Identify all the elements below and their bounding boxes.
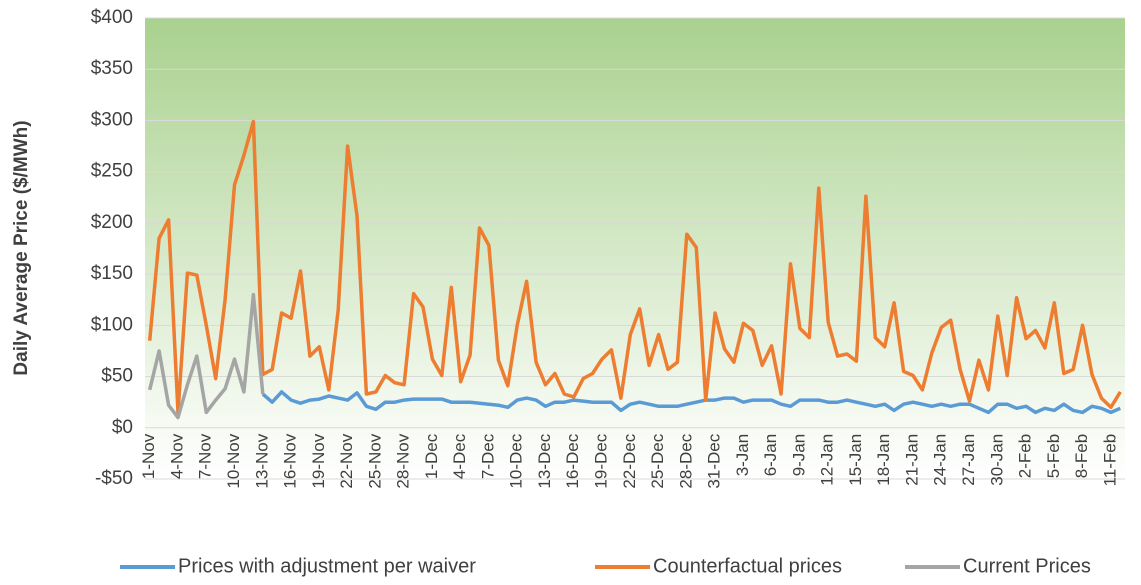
x-tick-label: 2-Feb [1016, 434, 1035, 478]
x-tick-label: 10-Nov [224, 433, 243, 488]
x-tick-label: 10-Dec [507, 433, 526, 488]
y-axis-title: Daily Average Price ($/MWh) [11, 120, 32, 375]
x-tick-label: 31-Dec [705, 433, 724, 488]
y-tick-label: $150 [91, 263, 133, 284]
x-tick-label: 1-Nov [139, 433, 158, 479]
y-tick-label: $0 [112, 417, 133, 438]
x-tick-label: 19-Dec [592, 433, 611, 488]
plot-area [145, 18, 1125, 479]
x-tick-label: 11-Feb [1100, 434, 1119, 487]
series-line [147, 119, 1122, 415]
series-line [261, 390, 1121, 415]
y-tick-label: $200 [91, 212, 133, 233]
x-tick-label: 16-Dec [563, 433, 582, 488]
x-tick-label: 8-Feb [1072, 434, 1091, 478]
x-tick-label: 28-Dec [676, 433, 695, 488]
x-tick-label: 13-Nov [252, 433, 271, 488]
x-tick-label: 5-Feb [1044, 434, 1063, 478]
y-tick-label: -$50 [95, 468, 133, 489]
x-tick-label: 19-Nov [309, 433, 328, 488]
x-tick-label: 3-Jan [733, 434, 752, 477]
y-tick-label: $250 [91, 161, 133, 182]
legend-label: Current Prices [963, 555, 1091, 577]
y-tick-label: $400 [91, 7, 133, 28]
x-tick-label: 18-Jan [874, 434, 893, 486]
x-tick-label: 4-Nov [167, 433, 186, 479]
x-tick-label: 25-Dec [648, 433, 667, 488]
y-tick-label: $100 [91, 314, 133, 335]
x-tick-label: 7-Dec [478, 433, 497, 479]
x-tick-label: 6-Jan [761, 434, 780, 477]
y-tick-label: $300 [91, 109, 133, 130]
x-tick-label: 13-Dec [535, 433, 554, 488]
x-tick-label: 30-Jan [987, 434, 1006, 486]
x-tick-label: 28-Nov [394, 433, 413, 488]
x-tick-label: 7-Nov [196, 433, 215, 479]
x-tick-label: 15-Jan [846, 434, 865, 486]
x-tick-label: 4-Dec [450, 433, 469, 479]
y-tick-label: $50 [101, 366, 133, 387]
series-line [147, 292, 265, 420]
x-tick-label: 22-Dec [620, 433, 639, 488]
x-tick-label: 9-Jan [789, 434, 808, 477]
x-tick-label: 12-Jan [818, 434, 837, 486]
x-tick-label: 1-Dec [422, 433, 441, 479]
y-tick-label: $350 [91, 58, 133, 79]
x-tick-label: 25-Nov [365, 433, 384, 488]
legend-label: Counterfactual prices [653, 555, 842, 577]
x-tick-label: 22-Nov [337, 433, 356, 488]
legend-label: Prices with adjustment per waiver [178, 555, 476, 577]
x-tick-label: 16-Nov [281, 433, 300, 488]
x-tick-label: 21-Jan [902, 434, 921, 486]
x-tick-label: 24-Jan [931, 434, 950, 486]
x-tick-label: 27-Jan [959, 434, 978, 486]
